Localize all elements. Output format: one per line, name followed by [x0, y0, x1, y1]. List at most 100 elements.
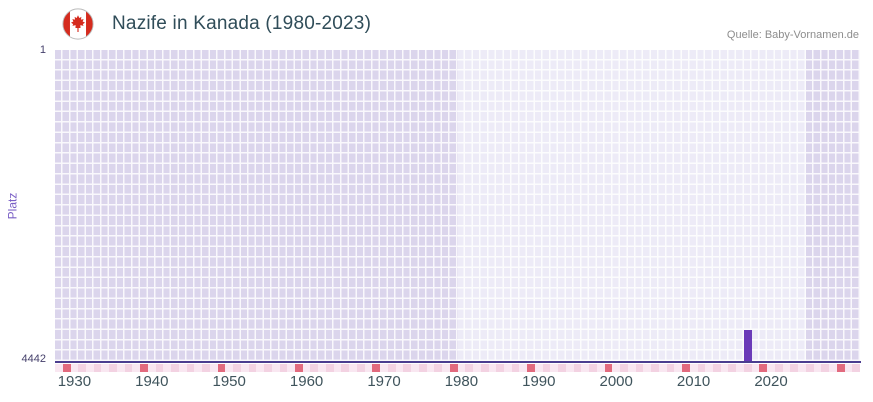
- year-strip-cell: [829, 364, 837, 372]
- year-strip-cell: [565, 364, 574, 372]
- year-strip-cell: [798, 364, 807, 372]
- year-strip-cell: [503, 364, 512, 372]
- year-strip-cell: [542, 364, 551, 372]
- year-strip-cell: [689, 364, 698, 372]
- year-strip-cell: [225, 364, 234, 372]
- year-strip-cell: [248, 364, 257, 372]
- x-axis-tick-label: 2010: [676, 373, 711, 390]
- year-strip-cell: [573, 364, 582, 372]
- y-axis-label-bottom: 4442: [21, 353, 46, 365]
- year-strip-cell: [620, 364, 628, 372]
- year-strip-cell: [387, 364, 396, 372]
- year-strip-cell: [403, 364, 412, 372]
- year-strip-cell: [651, 364, 659, 372]
- year-strip-cell: [256, 364, 265, 372]
- year-strip-cell: [534, 364, 543, 372]
- year-strip-cell: [805, 364, 814, 372]
- x-axis-tick-label: 1960: [289, 373, 324, 390]
- year-strip-cell: [790, 364, 799, 372]
- year-strip-cell: [852, 364, 860, 372]
- year-strip-cell: [643, 364, 652, 372]
- year-strip-cell: [356, 364, 365, 372]
- year-strip-cell: [813, 364, 822, 372]
- year-strip-cell: [527, 364, 536, 372]
- year-strip-cell: [720, 364, 729, 372]
- year-strip-cell: [836, 364, 845, 372]
- year-strip-cell: [759, 364, 768, 372]
- year-strip-cell: [78, 364, 87, 372]
- year-strip-cell: [418, 364, 427, 372]
- year-strip-cell: [604, 364, 613, 372]
- year-strip-cell: [202, 364, 211, 372]
- year-strip-cell: [519, 364, 528, 372]
- rank-bar-2017[interactable]: [743, 330, 752, 361]
- year-strip-cell: [194, 364, 203, 372]
- year-strip-cell: [209, 364, 218, 372]
- year-strip-cell: [449, 364, 458, 372]
- year-strip-cell: [712, 364, 721, 372]
- year-strip-cell: [666, 364, 675, 372]
- year-strip-cell: [442, 364, 450, 372]
- year-strip-cell: [434, 364, 443, 372]
- year-strip-cell: [295, 364, 303, 372]
- year-strip-cell: [511, 364, 520, 372]
- year-strip-cell: [116, 364, 125, 372]
- y-axis-title: Platz: [0, 50, 24, 361]
- year-strip-cell: [465, 364, 474, 372]
- year-strip-cell: [55, 364, 63, 372]
- year-strip-cell: [132, 364, 141, 372]
- year-strip-cell: [728, 364, 737, 372]
- year-strip-cell: [325, 364, 334, 372]
- year-strip-cell: [333, 364, 342, 372]
- year-strip-cell: [364, 364, 373, 372]
- year-strip-cell: [782, 364, 791, 372]
- year-strip-cell: [411, 364, 420, 372]
- x-axis-tick-label: 1950: [212, 373, 246, 390]
- year-strip-cell: [589, 364, 598, 372]
- year-strip-cell: [372, 364, 381, 372]
- year-strip-cell: [318, 364, 327, 372]
- canada-flag-icon: [62, 8, 94, 40]
- year-strip-cell: [349, 364, 358, 372]
- year-strip-cell: [774, 364, 783, 372]
- year-strip-cell: [124, 364, 133, 372]
- x-axis-tick-label: 1930: [57, 373, 92, 390]
- year-strip: [55, 364, 860, 372]
- year-strip-cell: [844, 364, 853, 372]
- year-strip-cell: [93, 364, 102, 372]
- year-strip-cell: [736, 364, 745, 372]
- year-strip-cell: [395, 364, 404, 372]
- x-axis-tick-label: 2020: [754, 373, 788, 390]
- year-strip-cell: [596, 364, 605, 372]
- year-strip-cell: [341, 364, 350, 372]
- year-strip-cell: [171, 364, 180, 372]
- year-strip-cell: [233, 364, 241, 372]
- chart-title: Nazife in Kanada (1980-2023): [112, 13, 372, 34]
- x-axis-labels: 1930 1940 1950 1960 1970 1980 1990 2000 2010 2020: [55, 373, 860, 393]
- x-axis-tick-label: 1990: [522, 373, 556, 390]
- y-axis-title-text: Platz: [5, 192, 19, 219]
- year-strip-cell: [264, 364, 272, 372]
- grid-lines: [55, 50, 860, 361]
- year-strip-cell: [682, 364, 690, 372]
- year-strip-cell: [380, 364, 389, 372]
- year-strip-cell: [627, 364, 636, 372]
- year-strip-cell: [697, 364, 706, 372]
- x-axis-tick-label: 1970: [367, 373, 401, 390]
- year-strip-cell: [101, 364, 110, 372]
- x-axis-line: [55, 361, 861, 363]
- year-strip-cell: [821, 364, 830, 372]
- year-strip-cell: [279, 364, 288, 372]
- year-strip-cell: [302, 364, 311, 372]
- year-strip-cell: [163, 364, 172, 372]
- year-strip-cell: [109, 364, 118, 372]
- year-strip-cell: [550, 364, 559, 372]
- year-strip-cell: [480, 364, 489, 372]
- chart-plot-area: [55, 50, 860, 361]
- year-strip-cell: [186, 364, 195, 372]
- year-strip-cell: [140, 364, 149, 372]
- year-strip-cell: [743, 364, 752, 372]
- year-strip-cell: [658, 364, 667, 372]
- year-strip-cell: [457, 364, 466, 372]
